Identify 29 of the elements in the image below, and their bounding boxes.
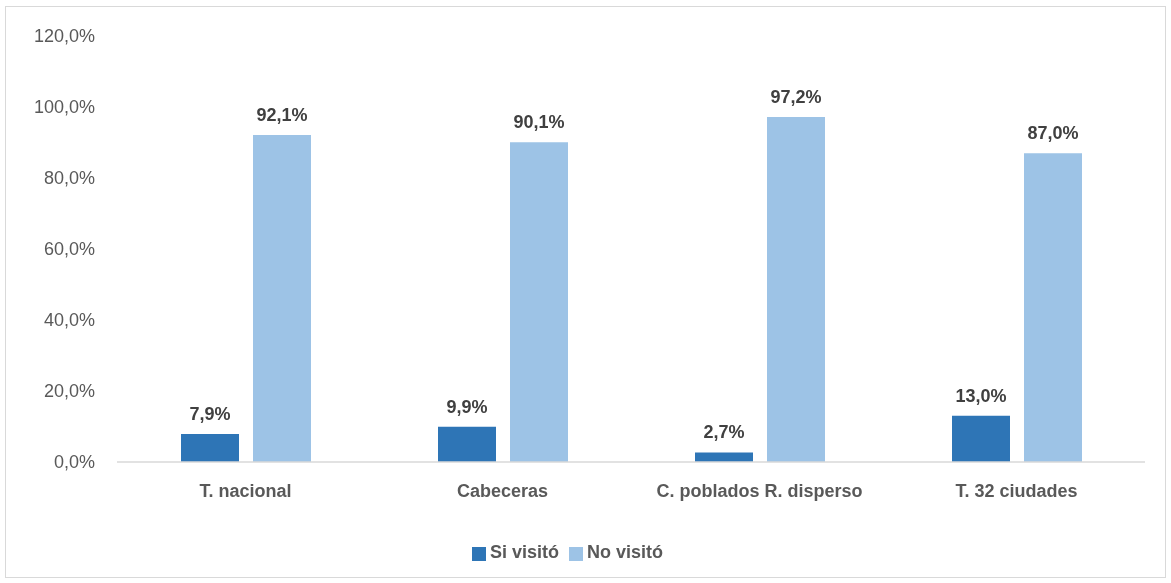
bar xyxy=(767,116,825,462)
data-label: 9,9% xyxy=(446,396,488,417)
y-tick-label: 20,0% xyxy=(43,381,95,402)
bar xyxy=(181,433,239,462)
data-label: 13,0% xyxy=(955,385,1007,406)
bar xyxy=(253,135,311,462)
y-tick-label: 0,0% xyxy=(53,452,95,473)
y-tick-label: 120,0% xyxy=(33,26,95,47)
data-label: 7,9% xyxy=(189,403,231,424)
x-tick-label: T. nacional xyxy=(199,480,292,501)
y-tick-label: 60,0% xyxy=(43,239,95,260)
bar xyxy=(510,142,568,462)
x-tick-label: C. poblados R. disperso xyxy=(656,480,863,501)
data-label: 2,7% xyxy=(703,422,745,443)
data-label: 97,2% xyxy=(770,86,822,107)
y-tick-label: 40,0% xyxy=(43,310,95,331)
data-label: 92,1% xyxy=(256,105,308,126)
data-label: 90,1% xyxy=(513,112,565,133)
bar xyxy=(952,415,1010,462)
bar xyxy=(695,452,753,462)
legend-label: No visitó xyxy=(587,542,664,562)
data-label: 87,0% xyxy=(1027,123,1079,144)
x-tick-label: T. 32 ciudades xyxy=(955,480,1078,501)
y-tick-label: 100,0% xyxy=(33,97,95,118)
bar xyxy=(438,426,496,462)
x-tick-label: Cabeceras xyxy=(456,480,549,501)
legend-label: Si visitó xyxy=(489,542,559,562)
y-tick-label: 80,0% xyxy=(43,168,95,189)
bar xyxy=(1024,153,1082,462)
